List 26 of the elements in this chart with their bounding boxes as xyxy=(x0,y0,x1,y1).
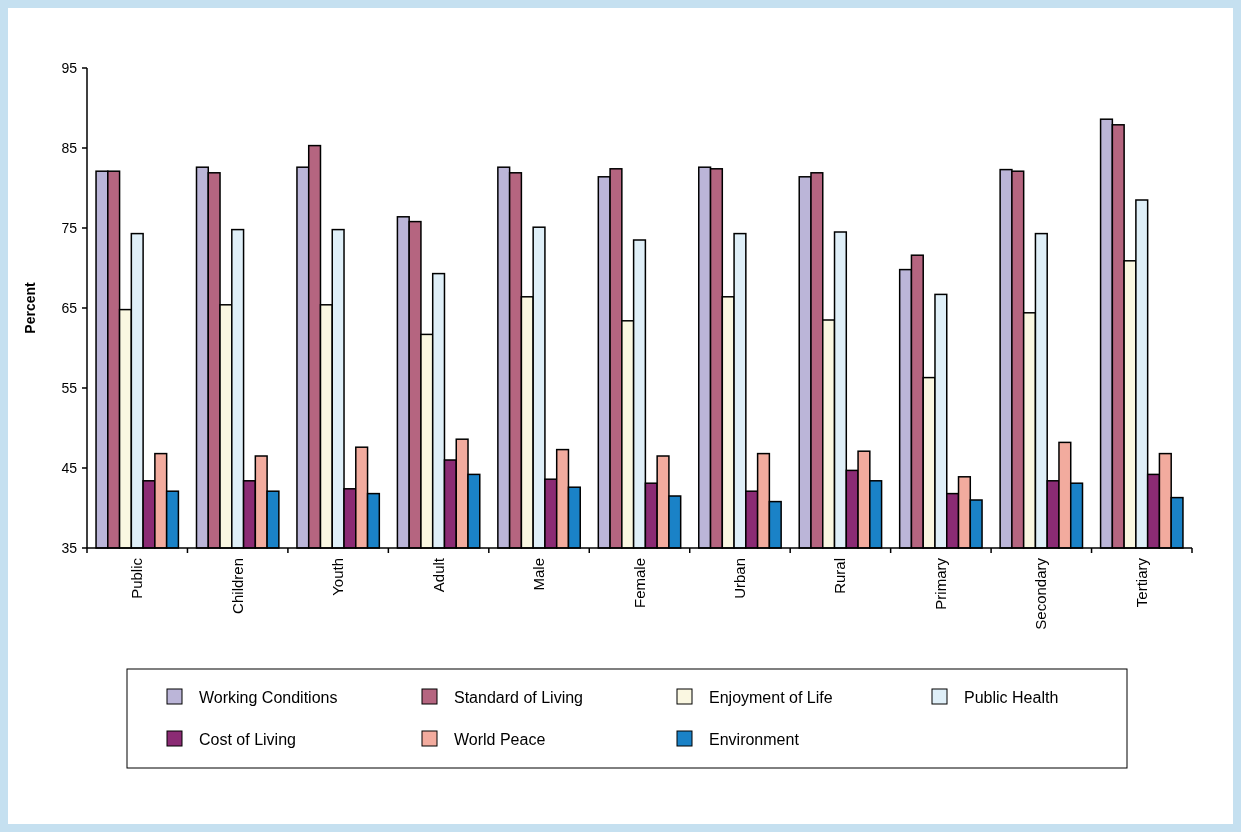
x-tick-label: Tertiary xyxy=(1132,557,1150,608)
y-tick-label: 55 xyxy=(61,379,78,396)
legend-label: Cost of Living xyxy=(199,730,296,748)
x-tick-label: Secondary xyxy=(1032,557,1050,630)
y-axis-title: Percent xyxy=(22,281,38,334)
x-tick-label: Rural xyxy=(831,558,849,594)
x-tick-label: Public xyxy=(128,557,146,599)
x-tick-label: Male xyxy=(530,558,548,591)
y-tick-label: 65 xyxy=(61,299,78,316)
y-tick-label: 45 xyxy=(61,459,78,476)
legend-label: Standard of Living xyxy=(454,688,583,706)
y-tick-label: 95 xyxy=(61,59,78,76)
legend-label: Working Conditions xyxy=(199,688,338,706)
legend-label: World Peace xyxy=(454,730,546,748)
legend-label: Public Health xyxy=(964,688,1059,706)
y-tick-label: 75 xyxy=(61,219,78,236)
y-tick-label: 85 xyxy=(61,139,78,156)
legend-label: Environment xyxy=(709,730,800,748)
x-tick-label: Adult xyxy=(429,557,447,593)
legend-label: Enjoyment of Life xyxy=(709,688,833,706)
x-tick-label: Female xyxy=(630,558,648,609)
x-tick-label: Urban xyxy=(730,558,748,599)
x-tick-label: Children xyxy=(228,558,246,614)
y-tick-label: 35 xyxy=(61,539,78,556)
x-tick-label: Primary xyxy=(931,557,949,610)
x-tick-label: Youth xyxy=(329,558,347,596)
